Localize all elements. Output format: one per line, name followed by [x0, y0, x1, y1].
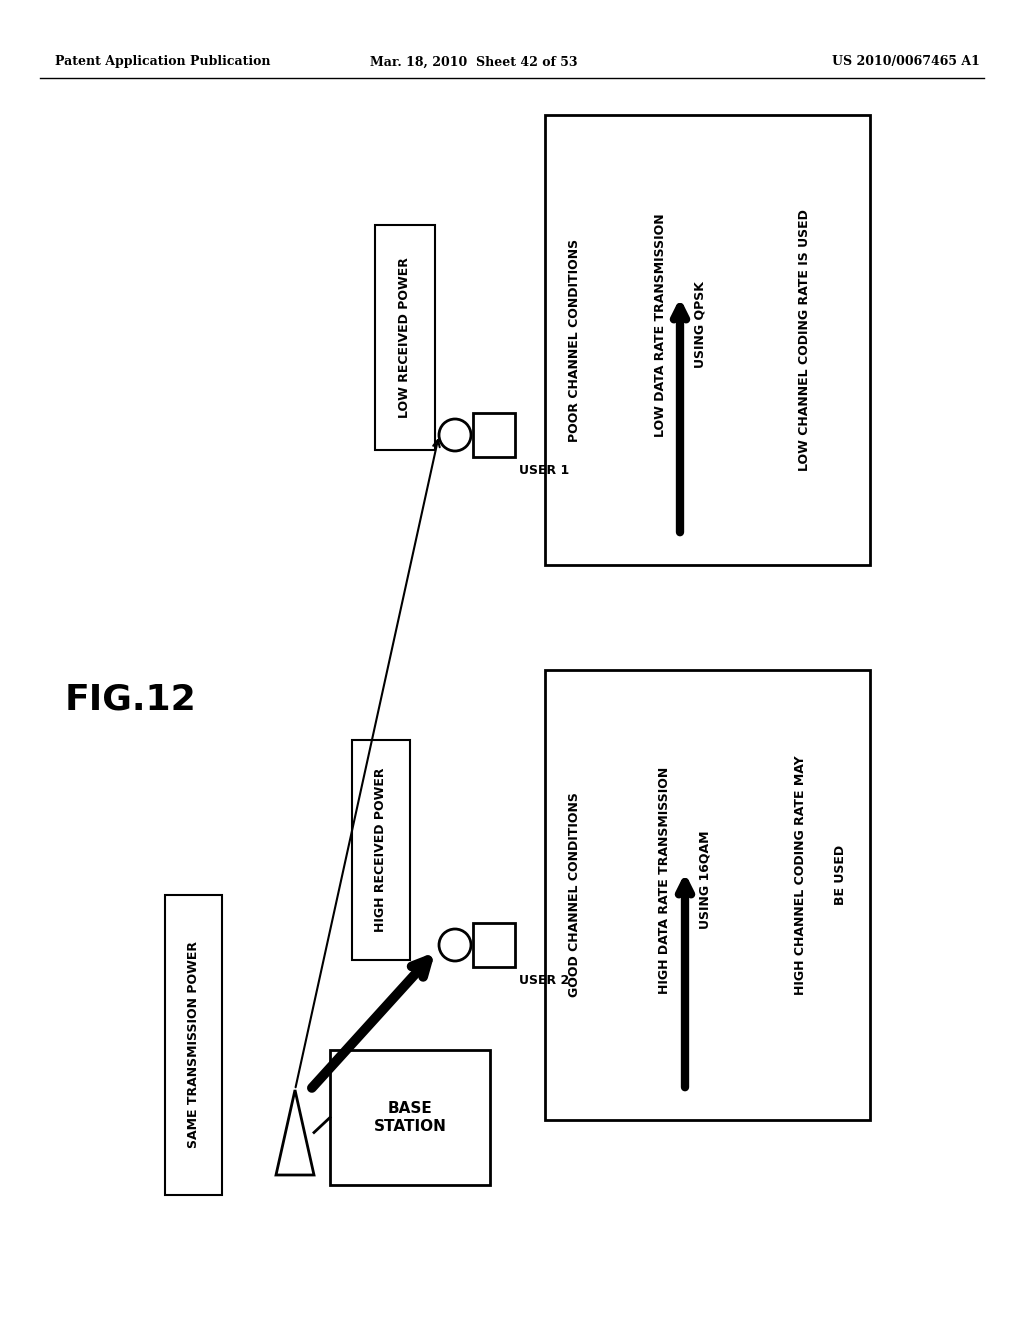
- Text: FIG.12: FIG.12: [65, 682, 196, 717]
- Text: HIGH CHANNEL CODING RATE MAY: HIGH CHANNEL CODING RATE MAY: [794, 755, 807, 995]
- Text: US 2010/0067465 A1: US 2010/0067465 A1: [833, 55, 980, 69]
- FancyBboxPatch shape: [330, 1049, 490, 1185]
- FancyBboxPatch shape: [352, 741, 410, 960]
- Text: LOW RECEIVED POWER: LOW RECEIVED POWER: [398, 257, 412, 418]
- FancyBboxPatch shape: [473, 923, 515, 968]
- Text: Patent Application Publication: Patent Application Publication: [55, 55, 270, 69]
- FancyBboxPatch shape: [473, 413, 515, 457]
- Text: USING 16QAM: USING 16QAM: [698, 830, 712, 929]
- Text: BE USED: BE USED: [834, 845, 847, 906]
- Text: LOW DATA RATE TRANSMISSION: LOW DATA RATE TRANSMISSION: [653, 214, 667, 437]
- Text: SAME TRANSMISSION POWER: SAME TRANSMISSION POWER: [187, 941, 200, 1148]
- Text: USER 2: USER 2: [519, 974, 569, 986]
- Text: HIGH DATA RATE TRANSMISSION: HIGH DATA RATE TRANSMISSION: [658, 767, 672, 994]
- Text: USING QPSK: USING QPSK: [693, 281, 707, 368]
- Text: HIGH RECEIVED POWER: HIGH RECEIVED POWER: [375, 768, 387, 932]
- Text: BASE
STATION: BASE STATION: [374, 1101, 446, 1134]
- Text: POOR CHANNEL CONDITIONS: POOR CHANNEL CONDITIONS: [568, 239, 582, 442]
- FancyBboxPatch shape: [165, 895, 222, 1195]
- FancyBboxPatch shape: [545, 115, 870, 565]
- FancyBboxPatch shape: [545, 671, 870, 1119]
- Text: USER 1: USER 1: [519, 463, 569, 477]
- Text: LOW CHANNEL CODING RATE IS USED: LOW CHANNEL CODING RATE IS USED: [799, 209, 811, 471]
- Text: GOOD CHANNEL CONDITIONS: GOOD CHANNEL CONDITIONS: [568, 792, 582, 998]
- FancyBboxPatch shape: [375, 224, 435, 450]
- Text: Mar. 18, 2010  Sheet 42 of 53: Mar. 18, 2010 Sheet 42 of 53: [370, 55, 578, 69]
